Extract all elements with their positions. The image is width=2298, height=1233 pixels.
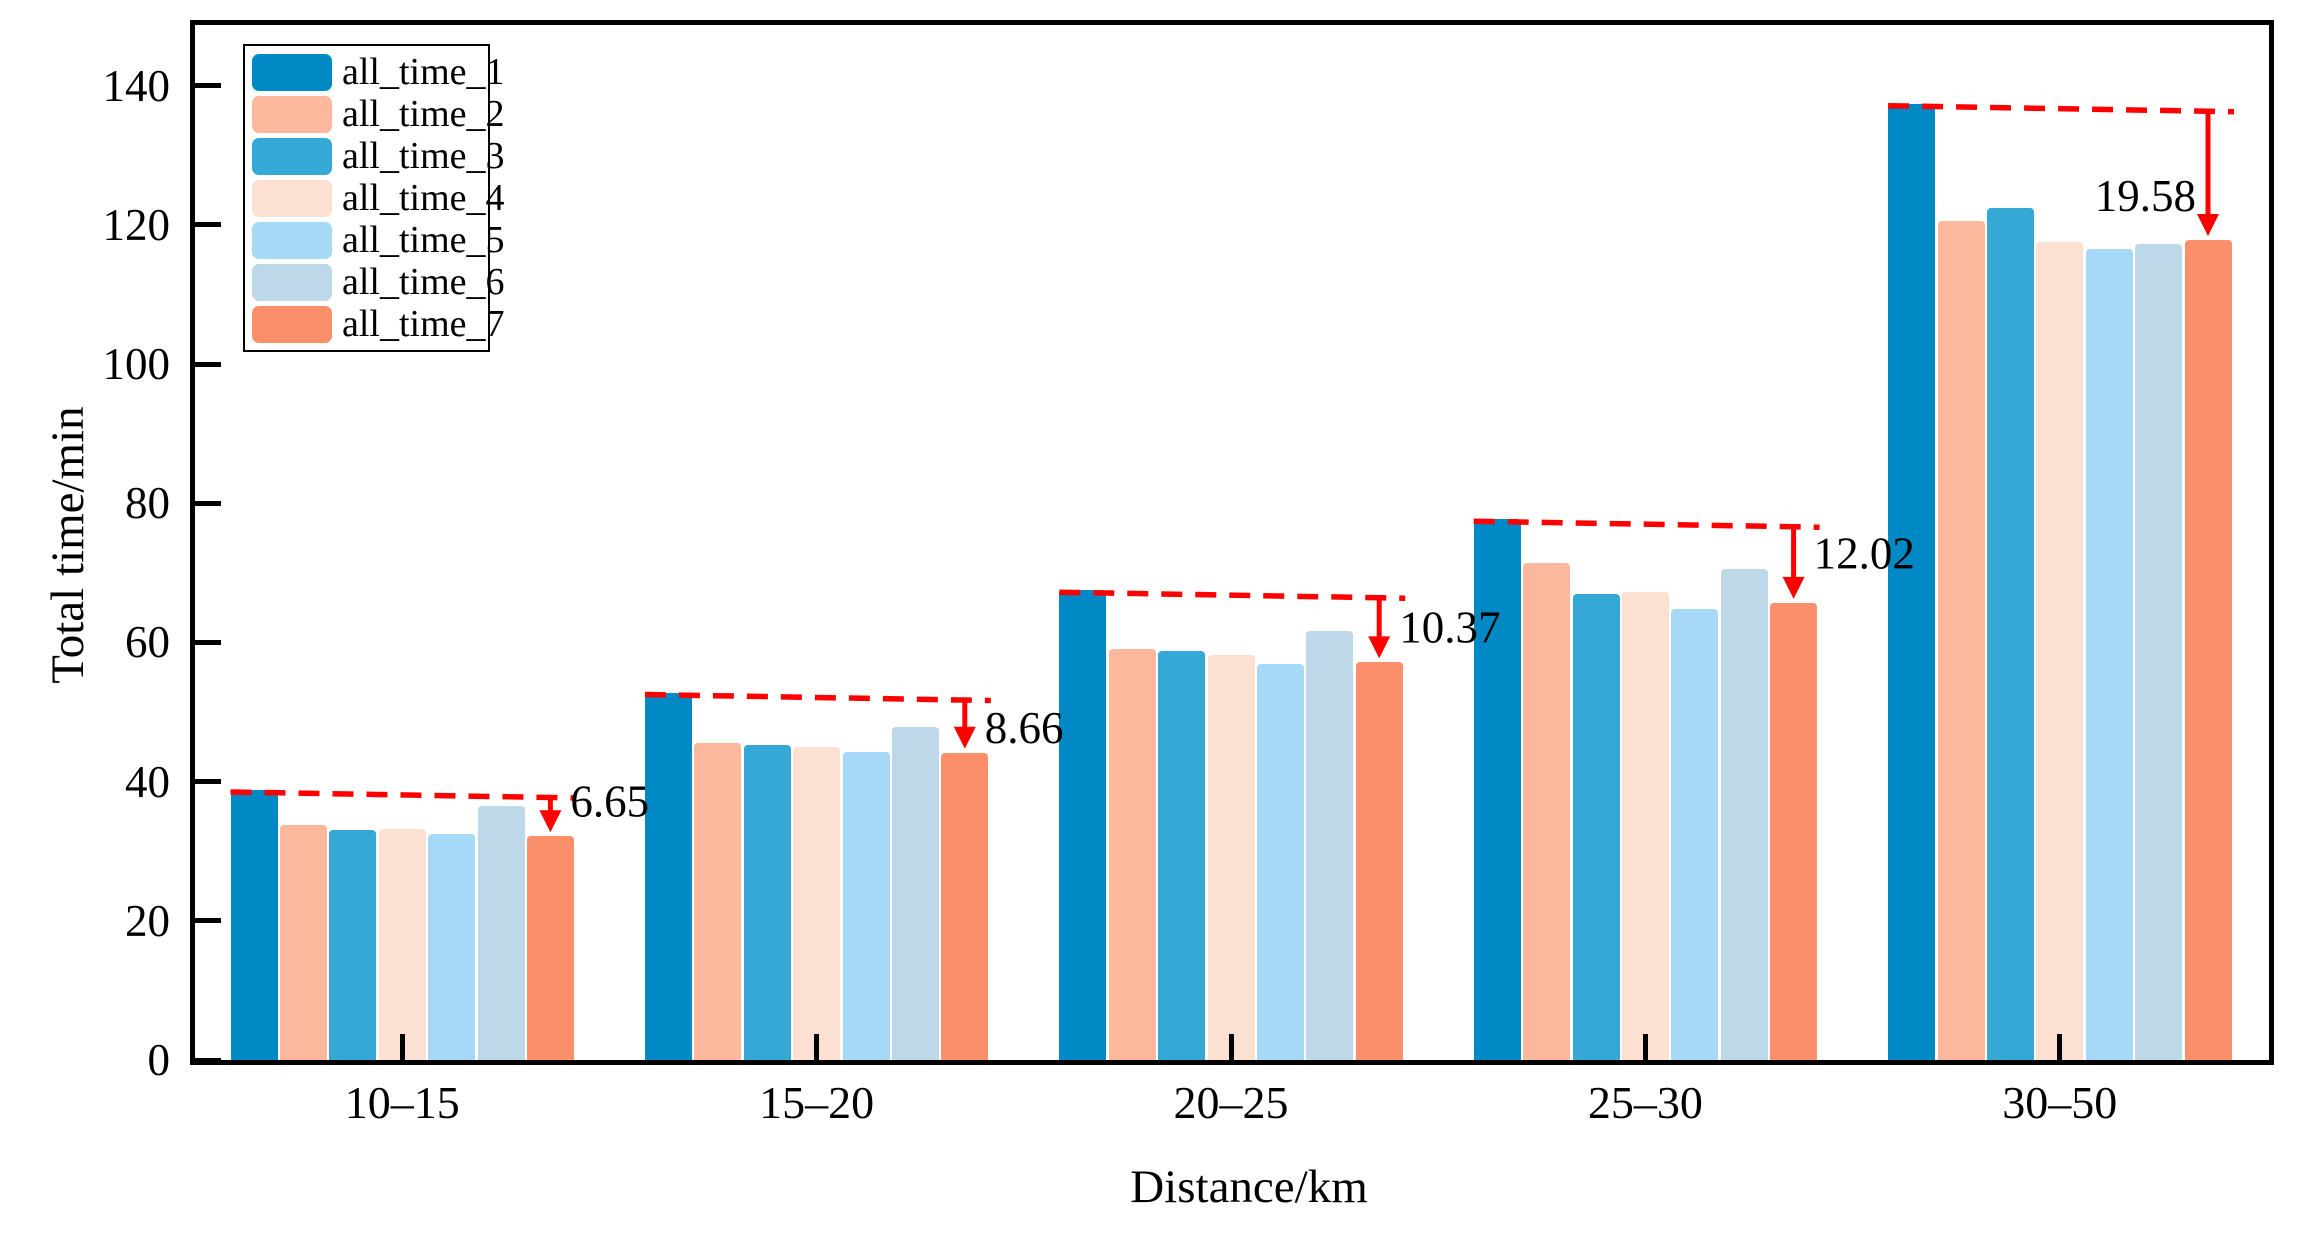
bar-all_time_2-2: [694, 743, 742, 1060]
bar-all_time_3-2: [743, 744, 791, 1060]
bar-all_time_6-5: [2135, 244, 2183, 1060]
x-tick-label: 10–15: [344, 1077, 460, 1128]
bar-all_time_4-4: [1621, 592, 1669, 1060]
y-tick-label: 80: [125, 478, 170, 529]
y-axis-title: Total time/min: [42, 406, 94, 684]
y-tick-label: 60: [125, 617, 170, 668]
legend: all_time_1 all_time_2 all_time_3 all_time_4…: [243, 44, 505, 352]
legend-item-all_time_6: all_time_6: [252, 261, 505, 303]
legend-label: all_time_1: [342, 51, 505, 93]
bar-all_time_7-3: [1355, 662, 1403, 1060]
bar-all_time_4-2: [793, 746, 841, 1060]
bar-all_time_2-5: [1937, 220, 1985, 1060]
y-tick-mark: [195, 500, 221, 506]
plot-area: [190, 20, 2274, 1065]
y-tick-mark: [195, 918, 221, 924]
x-axis-title: Distance/km: [1130, 1161, 1368, 1213]
x-tick-mark: [1228, 1034, 1234, 1060]
legend-swatch-icon: [252, 305, 332, 343]
bar-all_time_1-5: [1888, 103, 1936, 1060]
legend-label: all_time_2: [342, 93, 505, 135]
bar-all_time_5-3: [1256, 663, 1304, 1060]
legend-swatch-icon: [252, 221, 332, 259]
legend-label: all_time_7: [342, 303, 505, 345]
bar-all_time_3-4: [1572, 594, 1620, 1060]
bar-all_time_4-3: [1207, 654, 1255, 1060]
bar-all_time_3-5: [1986, 208, 2034, 1060]
bar-all_time_7-5: [2184, 239, 2232, 1060]
bar-all_time_5-1: [428, 834, 476, 1060]
bar-all_time_5-4: [1671, 608, 1719, 1060]
legend-label: all_time_6: [342, 261, 505, 303]
y-tick-mark: [195, 779, 221, 785]
bar-all_time_6-1: [477, 805, 525, 1060]
y-tick-label: 100: [102, 339, 171, 389]
bar-all_time_7-4: [1770, 602, 1818, 1060]
legend-item-all_time_4: all_time_4: [252, 177, 505, 219]
bar-all_time_2-3: [1108, 649, 1156, 1060]
legend-item-all_time_1: all_time_1: [252, 51, 505, 93]
y-tick-mark: [195, 83, 221, 89]
bar-all_time_3-1: [329, 830, 377, 1060]
bar-all_time_1-2: [644, 692, 692, 1060]
legend-label: all_time_4: [342, 177, 505, 219]
y-tick-label: 120: [102, 199, 171, 250]
y-tick-label: 40: [125, 756, 170, 807]
bar-all_time_5-2: [842, 752, 890, 1060]
legend-label: all_time_3: [342, 135, 505, 177]
x-tick-label: 15–20: [759, 1077, 875, 1128]
bar-all_time_6-3: [1306, 630, 1354, 1060]
bar-all_time_4-1: [378, 828, 426, 1060]
y-tick-mark: [195, 361, 221, 367]
y-tick-label: 0: [147, 1035, 171, 1085]
legend-item-all_time_5: all_time_5: [252, 219, 505, 261]
bar-all_time_3-3: [1158, 650, 1206, 1060]
x-tick-label: 30–50: [2002, 1077, 2118, 1128]
bar-all_time_5-5: [2085, 249, 2133, 1060]
x-tick-label: 20–25: [1173, 1077, 1289, 1128]
x-tick-mark: [1642, 1034, 1648, 1060]
x-tick-mark: [814, 1034, 820, 1060]
y-tick-mark: [195, 222, 221, 228]
bar-all_time_6-2: [891, 727, 939, 1060]
bar-all_time_7-2: [941, 752, 989, 1060]
bar-all_time_1-1: [230, 789, 278, 1060]
legend-label: all_time_5: [342, 219, 505, 261]
legend-swatch-icon: [252, 179, 332, 217]
legend-item-all_time_7: all_time_7: [252, 303, 505, 345]
legend-swatch-icon: [252, 95, 332, 133]
bar-all_time_4-5: [2036, 241, 2084, 1060]
legend-swatch-icon: [252, 263, 332, 301]
bar-all_time_1-4: [1473, 519, 1521, 1060]
x-tick-mark: [399, 1034, 405, 1060]
bar-all_time_2-4: [1523, 563, 1571, 1060]
x-tick-mark: [2057, 1034, 2063, 1060]
y-tick-mark: [195, 1057, 221, 1063]
bar-all_time_6-4: [1720, 569, 1768, 1060]
legend-item-all_time_3: all_time_3: [252, 135, 505, 177]
y-tick-mark: [195, 639, 221, 645]
bar-all_time_1-3: [1059, 590, 1107, 1060]
bar-all_time_7-1: [526, 836, 574, 1060]
y-tick-label: 20: [125, 895, 170, 946]
legend-item-all_time_2: all_time_2: [252, 93, 505, 135]
y-tick-label: 140: [102, 60, 171, 111]
bar-all_time_2-1: [279, 825, 327, 1060]
x-tick-label: 25–30: [1587, 1077, 1703, 1128]
legend-swatch-icon: [252, 53, 332, 91]
legend-swatch-icon: [252, 137, 332, 175]
